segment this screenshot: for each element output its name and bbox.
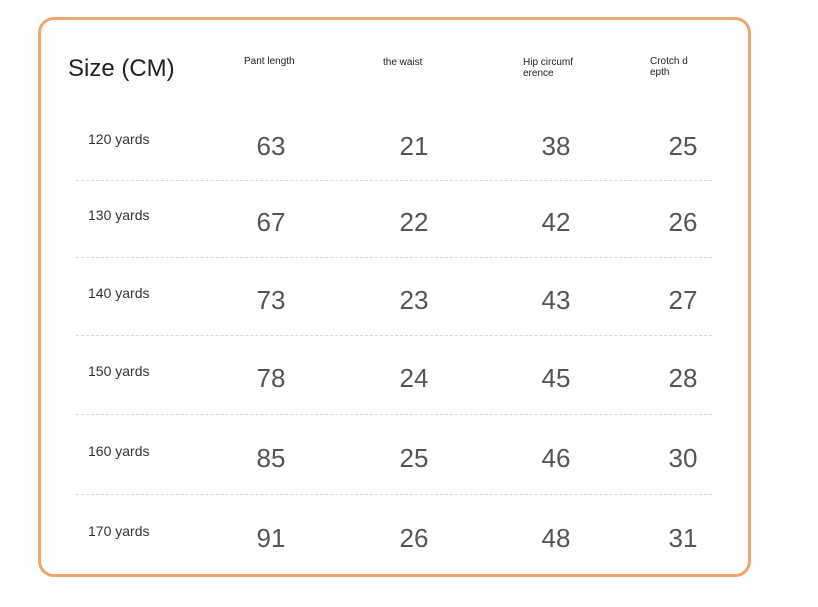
column-header: Hip circumference	[523, 57, 574, 79]
table-value: 27	[668, 285, 698, 315]
table-value: 46	[541, 443, 571, 473]
table-value: 67	[256, 207, 286, 237]
column-header: Crotch depth	[650, 56, 688, 78]
table-value: 31	[668, 523, 698, 553]
table-value: 22	[399, 207, 429, 237]
header-title: Size (CM)	[68, 55, 175, 82]
table-value: 26	[399, 523, 429, 553]
table-value: 73	[256, 285, 286, 315]
table-value: 30	[668, 443, 698, 473]
row-label: 140 yards	[88, 285, 150, 301]
row-separator	[76, 414, 712, 415]
row-separator	[76, 335, 712, 336]
table-value: 28	[668, 363, 698, 393]
table-value: 24	[399, 363, 429, 393]
table-value: 38	[541, 131, 571, 161]
row-label: 120 yards	[88, 131, 150, 147]
column-header: the waist	[383, 57, 423, 68]
table-value: 78	[256, 363, 286, 393]
row-label: 160 yards	[88, 443, 150, 459]
row-label: 170 yards	[88, 523, 150, 539]
table-value: 25	[668, 131, 698, 161]
table-value: 63	[256, 131, 286, 161]
table-value: 23	[399, 285, 429, 315]
table-value: 26	[668, 207, 698, 237]
table-value: 85	[256, 443, 286, 473]
size-table	[38, 17, 751, 577]
table-value: 48	[541, 523, 571, 553]
column-header: Pant length	[244, 56, 295, 67]
row-label: 130 yards	[88, 207, 150, 223]
table-value: 45	[541, 363, 571, 393]
row-label: 150 yards	[88, 363, 150, 379]
table-value: 43	[541, 285, 571, 315]
table-value: 21	[399, 131, 429, 161]
table-value: 91	[256, 523, 286, 553]
row-separator	[76, 494, 712, 495]
table-value: 25	[399, 443, 429, 473]
row-separator	[76, 257, 712, 258]
table-value: 42	[541, 207, 571, 237]
row-separator	[76, 180, 712, 181]
